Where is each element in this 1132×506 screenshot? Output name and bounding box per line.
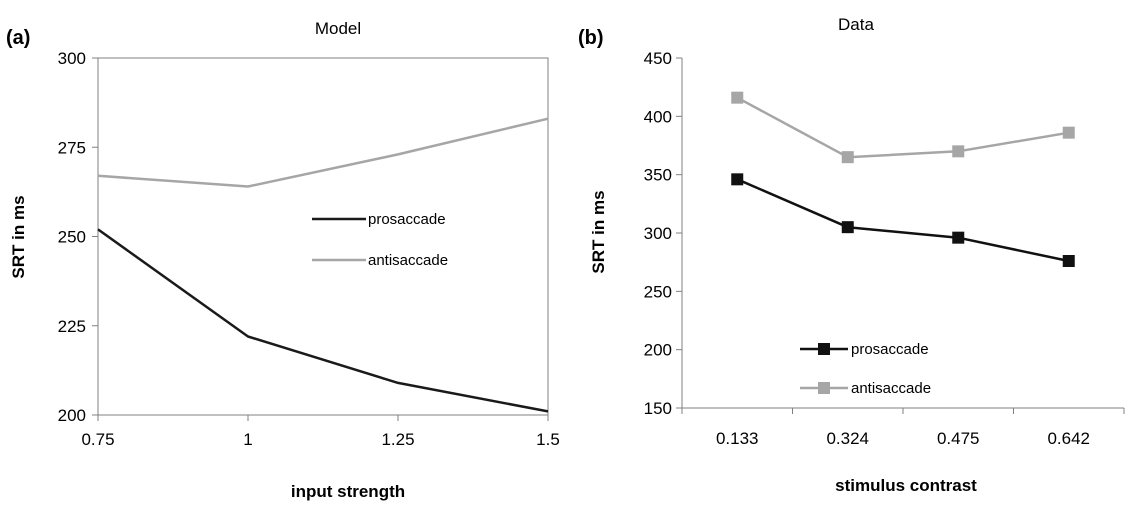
panel-a-series [97,117,549,413]
panel-a-letter: (a) [6,27,30,49]
panel-b-letter: (b) [578,27,604,49]
panel-a-series-line-antisaccade [97,117,549,188]
panel-a-y-tick-label: 300 [58,49,86,68]
panel-a-title: Model [315,19,361,38]
panel-b-x-tick-label: 0.133 [716,429,759,448]
panel-b-x-tick-label: 0.475 [937,429,980,448]
panel-a-legend-label-antisaccade: antisaccade [368,252,448,269]
panel-b-point-antisaccade [952,145,965,158]
panel-b-data-chart: (b) Data SRT in ms stimulus contrast 150… [578,15,1125,495]
panel-a-x-tick-label: 0.75 [81,430,114,449]
panel-b-y-tick-label: 300 [644,224,672,243]
panel-b-y-tick-label: 350 [644,166,672,185]
panel-a-y-tick-label: 225 [58,317,86,336]
panel-b-point-antisaccade [731,91,744,104]
panel-a-x-tick-label: 1 [243,430,252,449]
panel-a-axes [97,57,549,416]
panel-b-legend: prosaccade antisaccade [800,341,931,397]
panel-b-point-prosaccade [1062,255,1075,267]
panel-b-y-tick-label: 150 [644,399,672,418]
panel-a-x-axis-label: input strength [291,482,405,501]
panel-b-y-tick-label: 200 [644,341,672,360]
panel-a-x-tick-label: 1.25 [381,430,414,449]
panel-b-legend-marker-prosaccade [818,343,830,355]
panel-b-legend-marker-antisaccade [818,382,830,394]
panel-b-series [731,91,1075,267]
panel-b-point-prosaccade [731,173,744,186]
panel-a-y-tick-label: 250 [58,228,86,247]
panel-b-point-prosaccade [841,221,854,234]
panel-b-legend-label-prosaccade: prosaccade [851,341,929,358]
panel-b-point-antisaccade [1062,126,1075,139]
panel-a-x-ticks: 0.75 1 1.25 1.5 [81,415,560,449]
panel-a-legend-label-prosaccade: prosaccade [368,211,446,228]
panel-b-series-line-prosaccade [736,178,1070,263]
panel-a-x-tick-label: 1.5 [536,430,560,449]
panel-b-point-antisaccade [841,151,854,164]
panel-b-series-line-antisaccade [736,96,1070,159]
panel-b-y-ticks: 150 200 250 300 350 400 450 [644,49,682,418]
panel-b-y-tick-label: 400 [644,107,672,126]
panel-b-y-tick-label: 450 [644,49,672,68]
panel-a-y-axis-label: SRT in ms [9,195,28,278]
panel-a-series-line-prosaccade [97,228,549,413]
panel-b-point-prosaccade [952,231,965,244]
panel-a-legend: prosaccade antisaccade [312,211,448,269]
panel-b-legend-label-antisaccade: antisaccade [851,380,931,397]
panel-b-x-ticks: 0.133 0.324 0.475 0.642 [681,408,1125,448]
panel-b-y-tick-label: 250 [644,282,672,301]
panel-a-plot-frame [97,57,549,416]
panel-a-model-chart: (a) Model SRT in ms input strength 200 22… [6,19,560,501]
panel-b-y-axis-label: SRT in ms [589,190,608,273]
panel-a-y-tick-label: 200 [58,406,86,425]
panel-b-title: Data [838,15,874,34]
panel-b-x-tick-label: 0.324 [826,429,869,448]
panel-a-y-ticks: 200 225 250 275 300 [58,49,98,425]
panel-b-x-axis-label: stimulus contrast [835,476,977,495]
panel-a-y-tick-label: 275 [58,138,86,157]
panel-b-x-tick-label: 0.642 [1047,429,1090,448]
